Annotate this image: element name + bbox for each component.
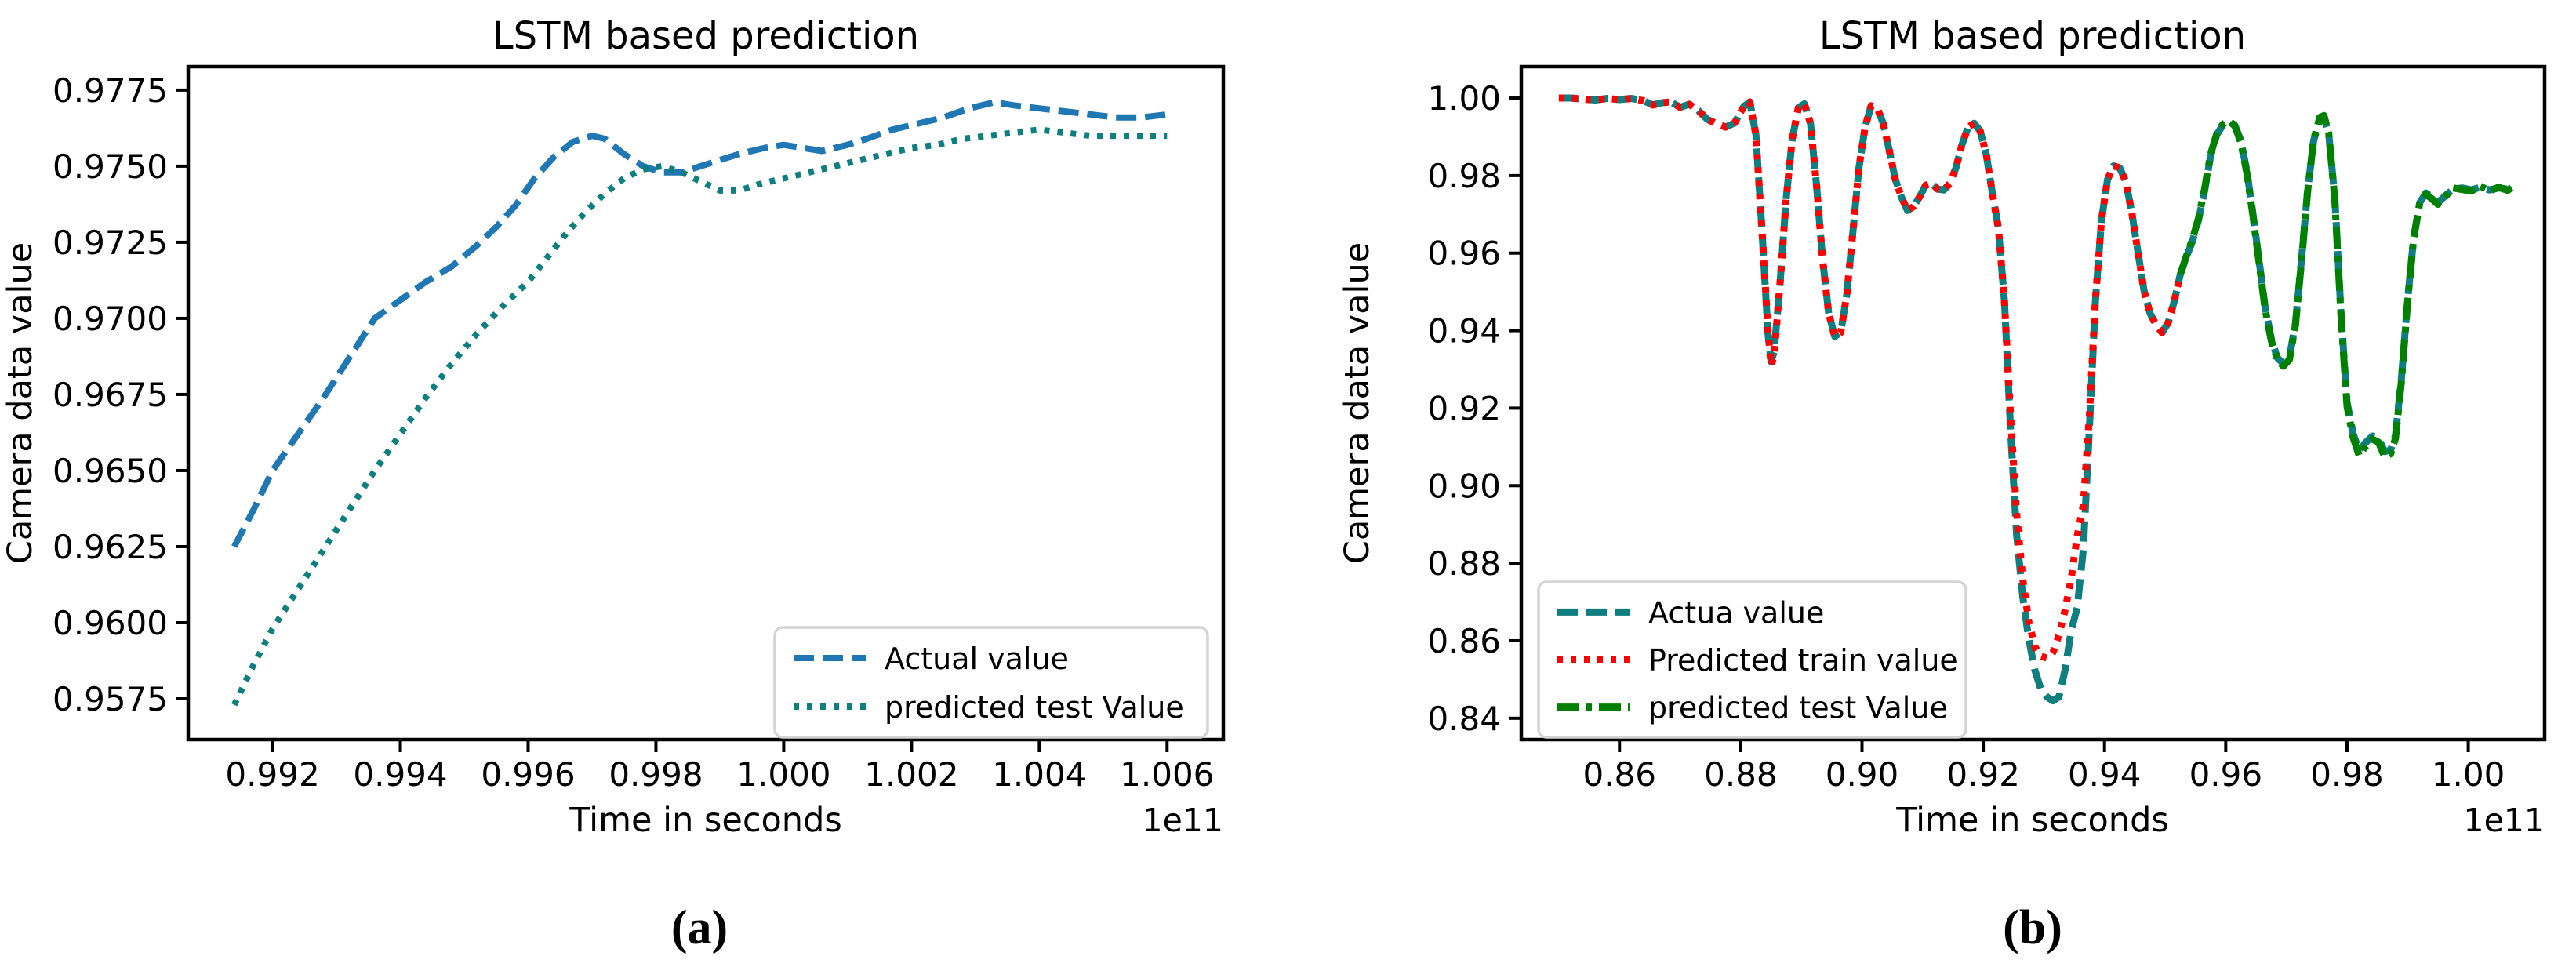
y-tick-label: 1.00 bbox=[1427, 79, 1501, 118]
y-tick-label: 0.9575 bbox=[53, 680, 168, 718]
y-axis-label: Camera data value bbox=[1, 242, 40, 564]
x-tick-label: 0.86 bbox=[1582, 755, 1656, 794]
x-tick-label: 0.992 bbox=[225, 755, 319, 794]
y-tick-label: 0.9650 bbox=[53, 452, 168, 490]
legend: Actua value Predicted train value predicte… bbox=[1537, 580, 1967, 739]
legend: Actual value predicted test Value bbox=[773, 626, 1209, 739]
y-tick-label: 0.98 bbox=[1427, 157, 1501, 195]
plot-frame bbox=[1519, 64, 2547, 742]
legend-label: predicted test Value bbox=[1648, 691, 1948, 725]
y-tick-label: 0.94 bbox=[1427, 312, 1501, 351]
y-tick-label: 0.9600 bbox=[53, 604, 168, 642]
series-line-actual-value bbox=[231, 99, 1168, 548]
y-axis-label: Camera data value bbox=[1338, 242, 1377, 564]
x-tick-label: 0.92 bbox=[1946, 755, 2020, 794]
axis-offset-label: 1e11 bbox=[1143, 802, 1223, 839]
x-tick-label: 1.004 bbox=[992, 755, 1086, 794]
legend-box bbox=[773, 626, 1209, 739]
series-line-predicted-train-value bbox=[1558, 94, 2184, 662]
x-tick-label: 0.88 bbox=[1704, 755, 1778, 794]
y-tick-label: 0.90 bbox=[1427, 467, 1501, 505]
x-tick-label: 0.94 bbox=[2068, 755, 2142, 794]
x-tick-label: 0.90 bbox=[1826, 755, 1899, 794]
y-tick-label: 0.96 bbox=[1427, 234, 1501, 273]
chart-a: 0.992 0.994 0.996 0.998 1.000 1.002 1.004 1.006… bbox=[1, 14, 1226, 840]
x-tick-label: 0.996 bbox=[481, 755, 575, 794]
legend-label: Actual value bbox=[885, 642, 1069, 676]
chart-title: LSTM based prediction bbox=[1819, 14, 2246, 58]
x-tick-label: 0.998 bbox=[609, 755, 703, 794]
legend-box bbox=[1537, 580, 1967, 739]
legend-label: predicted test Value bbox=[885, 690, 1184, 725]
x-tick-label: 1.006 bbox=[1120, 755, 1214, 794]
x-tick-label: 0.994 bbox=[353, 755, 447, 794]
y-tick-label: 0.92 bbox=[1427, 389, 1501, 427]
x-axis-label: Time in seconds bbox=[569, 801, 842, 840]
x-tick-label: 0.96 bbox=[2189, 755, 2263, 794]
x-tick-label: 1.00 bbox=[2432, 755, 2505, 794]
x-tick-label: 1.000 bbox=[736, 755, 830, 794]
y-tick-label: 0.9675 bbox=[53, 376, 168, 414]
y-tick-label: 0.86 bbox=[1427, 622, 1501, 660]
plot-frame bbox=[186, 64, 1226, 742]
caption-a: (a) bbox=[670, 901, 728, 954]
x-tick-label: 0.98 bbox=[2310, 755, 2384, 794]
legend-label: Predicted train value bbox=[1648, 643, 1958, 678]
y-tick-label: 0.88 bbox=[1427, 544, 1501, 583]
axis-offset-label: 1e11 bbox=[2464, 802, 2545, 839]
y-tick-label: 0.84 bbox=[1427, 700, 1501, 738]
legend-label: Actua value bbox=[1648, 595, 1824, 630]
y-tick-label: 0.9625 bbox=[53, 528, 168, 566]
y-tick-label: 0.9700 bbox=[53, 300, 168, 338]
series-line-predicted-test-value bbox=[2177, 111, 2516, 460]
chart-b: 0.86 0.88 0.90 0.92 0.94 0.96 0.98 1.00 0.84 0.86… bbox=[1338, 14, 2547, 840]
y-tick-label: 0.9750 bbox=[53, 147, 168, 186]
x-tick-label: 1.002 bbox=[864, 755, 958, 794]
caption-b: (b) bbox=[2003, 901, 2062, 954]
series-line-predicted-test-value bbox=[231, 126, 1168, 707]
y-tick-label: 0.9725 bbox=[53, 224, 168, 262]
x-axis-label: Time in seconds bbox=[1895, 801, 2169, 840]
chart-title: LSTM based prediction bbox=[492, 14, 919, 58]
y-tick-label: 0.9775 bbox=[53, 71, 168, 110]
